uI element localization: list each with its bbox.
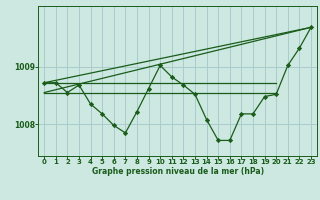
X-axis label: Graphe pression niveau de la mer (hPa): Graphe pression niveau de la mer (hPa) — [92, 167, 264, 176]
